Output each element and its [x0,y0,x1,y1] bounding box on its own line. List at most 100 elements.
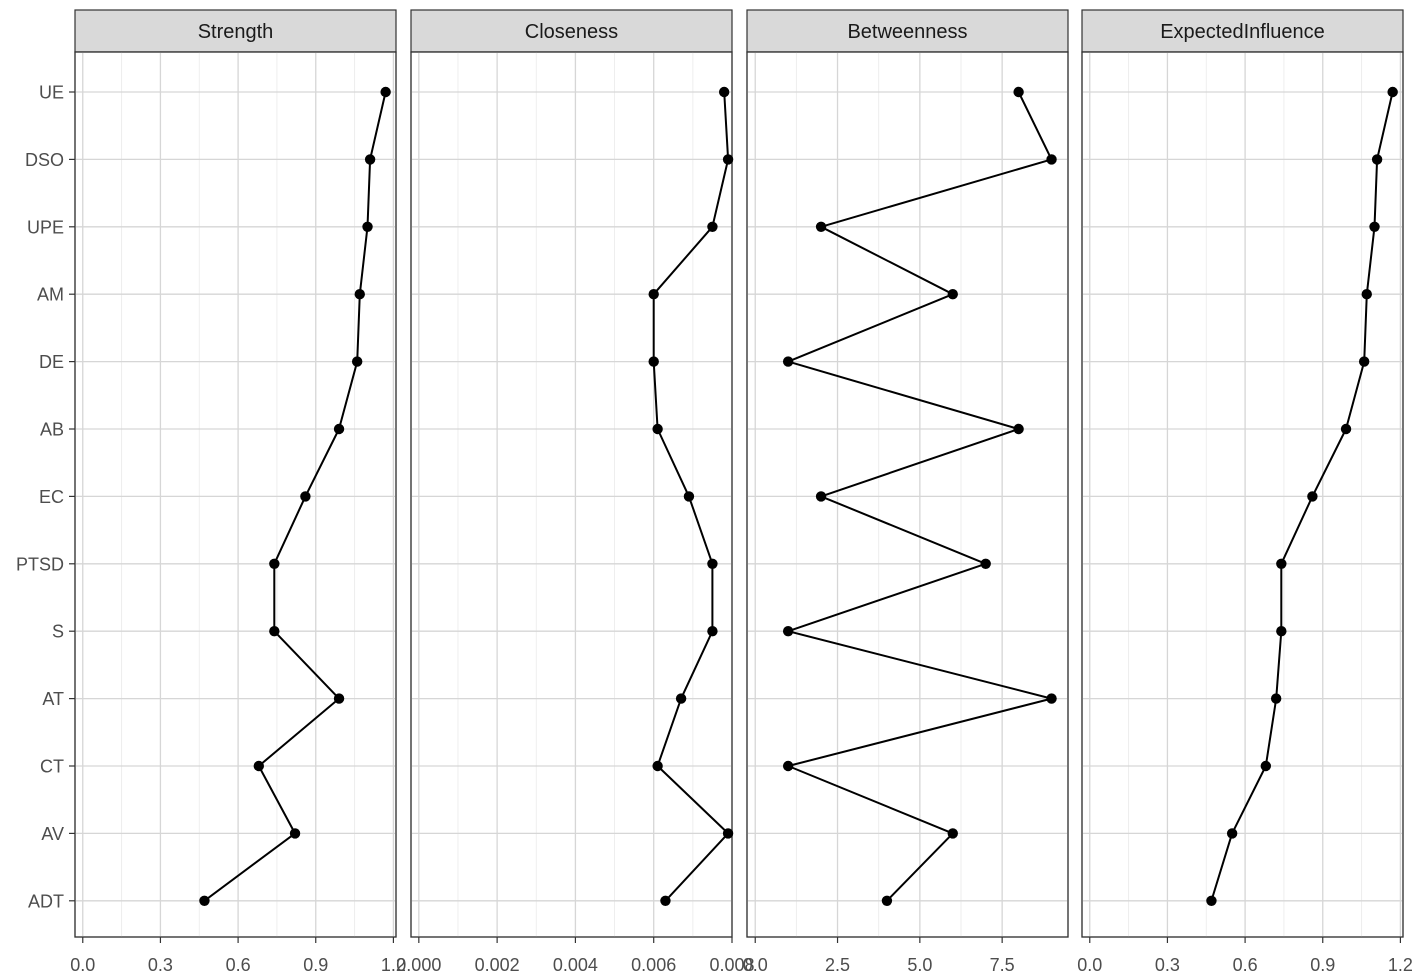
x-tick-label: 0.9 [303,955,328,975]
facet-strip [410,9,733,53]
data-point [718,86,730,98]
y-tick-label: AB [40,420,64,440]
y-tick-label: S [52,622,64,642]
facet-strength: Strength 0.0 0.3 0.6 0.9 1.2 [70,9,406,975]
x-tick-label: 0.002 [475,955,520,975]
x-tick-label: 0.004 [553,955,598,975]
data-point [1226,828,1238,839]
y-tick-label: AV [41,824,64,844]
y-tick-label: CT [40,757,64,777]
x-tick-label: 0.008 [709,955,754,975]
y-axis: UE DSO UPE AM DE AB EC PTSD S AT CT AV ADT [16,83,75,911]
data-point [652,423,663,435]
y-tick-label: DSO [25,150,64,170]
x-tick-label: 0.0 [1077,955,1102,975]
data-point [707,626,718,637]
data-point [1387,86,1398,98]
panel-background [1081,51,1404,938]
panel-border [746,51,1069,938]
x-tick-label: 2.5 [825,955,850,975]
facet-closeness: Closeness 0.000 0.002 0.004 0.006 0.008 [396,9,755,975]
x-tick-label: 0.6 [1233,955,1258,975]
data-point [351,356,363,367]
panel-border [410,51,733,938]
facet-betweenness: Betweenness 0.0 2.5 5.0 7.5 [743,9,1069,975]
x-tick-label: 0.9 [1310,955,1335,975]
facet-strip [74,9,397,53]
data-point [333,693,345,704]
data-point [1046,154,1057,165]
data-point [1260,760,1271,772]
x-tick-label: 0.6 [226,955,251,975]
data-point [881,895,893,906]
data-point [707,558,718,569]
data-point [1358,356,1370,367]
data-point [980,558,991,569]
data-point [1013,423,1024,435]
data-point [782,626,794,637]
data-point [269,626,280,637]
y-tick-label: EC [39,487,64,507]
facet-panels: Strength 0.0 0.3 0.6 0.9 1.2 Closeness 0.000 0.0… [70,9,1413,975]
facet-expectedinfluence: ExpectedInfluence 0.0 0.3 0.6 0.9 1.2 [1077,9,1413,975]
y-tick-label: PTSD [16,554,64,574]
panel-background [746,51,1069,938]
data-point [1371,154,1383,165]
y-tick-label: DE [39,352,64,372]
data-point [815,491,827,502]
data-point [364,154,376,165]
data-point [1276,626,1287,637]
data-point [1013,86,1024,98]
facet-strip [746,9,1069,53]
data-point [1270,693,1282,704]
y-tick-label: AM [37,285,64,305]
data-point [683,491,695,502]
data-point [782,760,794,772]
data-point [333,423,345,435]
facet-title: Closeness [525,21,618,43]
data-point [947,828,958,839]
x-tick-label: 0.3 [1155,955,1180,975]
data-point [1307,491,1318,502]
data-point [782,356,794,367]
x-tick-label: 0.006 [631,955,676,975]
y-tick-label: AT [42,689,64,709]
y-tick-label: UE [39,83,64,103]
panel-border [1081,51,1404,938]
x-tick-label: 1.2 [381,955,406,975]
data-point [652,760,663,772]
data-point [1046,693,1057,704]
data-point [289,828,301,839]
data-point [815,221,827,232]
data-point [269,558,280,569]
data-point [199,895,210,906]
x-tick-label: 5.0 [907,955,932,975]
panel-background [74,51,397,938]
data-point [648,289,659,300]
facet-title: ExpectedInfluence [1160,21,1325,43]
data-point [648,356,659,367]
x-tick-label: 0.0 [70,955,95,975]
data-point [722,154,734,165]
panel-background [410,51,733,938]
y-tick-label: ADT [28,891,64,911]
x-tick-label: 0.000 [396,955,441,975]
facet-title: Strength [198,21,274,43]
data-point [1361,289,1372,300]
data-point [1340,423,1352,435]
x-tick-label: 0.0 [743,955,768,975]
x-tick-label: 1.2 [1388,955,1413,975]
data-point [253,760,264,772]
data-point [660,895,671,906]
data-point [947,289,958,300]
data-point [1206,895,1217,906]
x-tick-label: 7.5 [990,955,1015,975]
data-point [1276,558,1287,569]
panel-border [74,51,397,938]
y-tick-label: UPE [27,217,64,237]
data-point [1369,221,1380,232]
data-point [300,491,311,502]
data-point [354,289,365,300]
data-point [380,86,391,98]
